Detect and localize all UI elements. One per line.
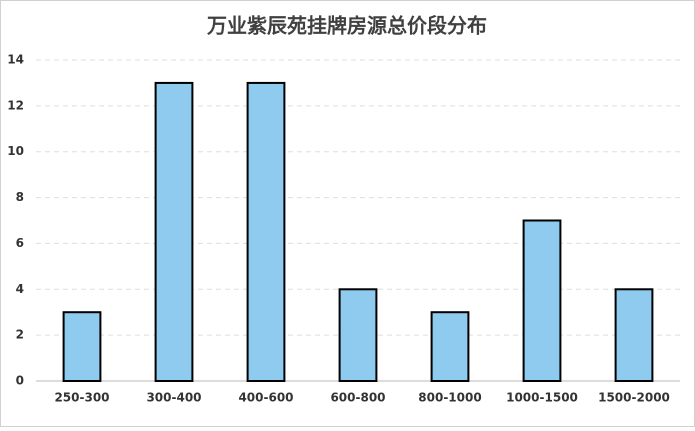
y-tick-label: 12 — [7, 98, 24, 112]
x-tick-label: 250-300 — [54, 391, 109, 405]
bar — [614, 288, 654, 382]
y-tick-label: 4 — [16, 282, 24, 296]
y-tick-label: 6 — [16, 236, 24, 250]
bar — [154, 81, 194, 383]
y-tick-label: 2 — [16, 328, 24, 342]
x-tick-label: 1500-2000 — [598, 391, 670, 405]
bar — [338, 288, 378, 382]
x-tick-label: 400-600 — [238, 391, 293, 405]
y-tick-label: 8 — [16, 190, 24, 204]
y-tick-label: 14 — [7, 53, 24, 67]
x-tick-label: 300-400 — [146, 391, 201, 405]
bar — [522, 219, 562, 382]
x-tick-label: 600-800 — [330, 391, 385, 405]
x-tick-label: 1000-1500 — [506, 391, 578, 405]
bar — [430, 311, 470, 383]
y-tick-label: 10 — [7, 144, 24, 158]
chart-title: 万业紫辰苑挂牌房源总价段分布 — [206, 14, 487, 38]
y-tick-label: 0 — [16, 374, 24, 388]
bar — [62, 311, 102, 383]
x-tick-label: 800-1000 — [418, 391, 481, 405]
bar — [246, 81, 286, 383]
